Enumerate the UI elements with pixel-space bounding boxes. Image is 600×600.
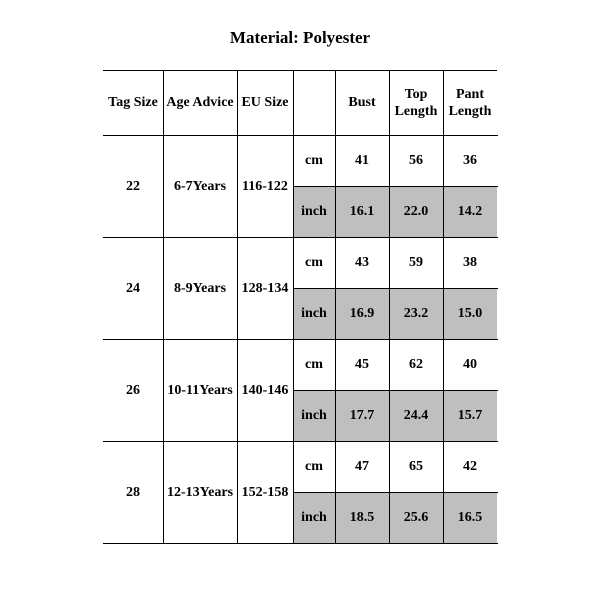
cell-eu: 152-158: [237, 442, 293, 544]
cell-bust: 43: [335, 238, 389, 289]
cell-pant: 40: [443, 340, 497, 391]
table-row: 2610-11Years140-146cm456240: [103, 340, 497, 391]
cell-age: 6-7Years: [163, 136, 237, 238]
cell-eu: 128-134: [237, 238, 293, 340]
cell-age: 10-11Years: [163, 340, 237, 442]
cell-pant: 36: [443, 136, 497, 187]
col-top-length: TopLength: [389, 71, 443, 136]
cell-unit-inch: inch: [293, 289, 335, 340]
cell-eu: 116-122: [237, 136, 293, 238]
size-chart: Material: Polyester Tag Size Age Advice …: [0, 0, 600, 600]
table-body: 226-7Years116-122cm415636inch16.122.014.…: [103, 136, 497, 544]
table-row: 248-9Years128-134cm435938: [103, 238, 497, 289]
cell-top: 23.2: [389, 289, 443, 340]
cell-unit-inch: inch: [293, 391, 335, 442]
cell-bust: 16.9: [335, 289, 389, 340]
cell-pant: 38: [443, 238, 497, 289]
col-unit: [293, 71, 335, 136]
col-age-advice: Age Advice: [163, 71, 237, 136]
header-row: Tag Size Age Advice EU Size Bust TopLeng…: [103, 71, 497, 136]
cell-pant: 16.5: [443, 493, 497, 544]
cell-unit-inch: inch: [293, 187, 335, 238]
cell-unit-cm: cm: [293, 442, 335, 493]
cell-bust: 16.1: [335, 187, 389, 238]
size-table: Tag Size Age Advice EU Size Bust TopLeng…: [103, 70, 498, 544]
cell-bust: 17.7: [335, 391, 389, 442]
cell-bust: 41: [335, 136, 389, 187]
cell-age: 8-9Years: [163, 238, 237, 340]
col-eu-size: EU Size: [237, 71, 293, 136]
cell-tag: 22: [103, 136, 163, 238]
cell-top: 25.6: [389, 493, 443, 544]
cell-unit-cm: cm: [293, 340, 335, 391]
col-tag-size: Tag Size: [103, 71, 163, 136]
cell-bust: 45: [335, 340, 389, 391]
cell-tag: 26: [103, 340, 163, 442]
cell-top: 59: [389, 238, 443, 289]
cell-eu: 140-146: [237, 340, 293, 442]
page-title: Material: Polyester: [0, 28, 600, 48]
cell-pant: 14.2: [443, 187, 497, 238]
cell-pant: 42: [443, 442, 497, 493]
cell-top: 22.0: [389, 187, 443, 238]
cell-unit-inch: inch: [293, 493, 335, 544]
cell-pant: 15.0: [443, 289, 497, 340]
cell-unit-cm: cm: [293, 238, 335, 289]
cell-tag: 28: [103, 442, 163, 544]
table-row: 2812-13Years152-158cm476542: [103, 442, 497, 493]
col-pant-length: PantLength: [443, 71, 497, 136]
cell-age: 12-13Years: [163, 442, 237, 544]
cell-unit-cm: cm: [293, 136, 335, 187]
cell-bust: 47: [335, 442, 389, 493]
cell-top: 62: [389, 340, 443, 391]
cell-pant: 15.7: [443, 391, 497, 442]
cell-top: 65: [389, 442, 443, 493]
table-row: 226-7Years116-122cm415636: [103, 136, 497, 187]
cell-tag: 24: [103, 238, 163, 340]
cell-bust: 18.5: [335, 493, 389, 544]
cell-top: 56: [389, 136, 443, 187]
col-bust: Bust: [335, 71, 389, 136]
cell-top: 24.4: [389, 391, 443, 442]
